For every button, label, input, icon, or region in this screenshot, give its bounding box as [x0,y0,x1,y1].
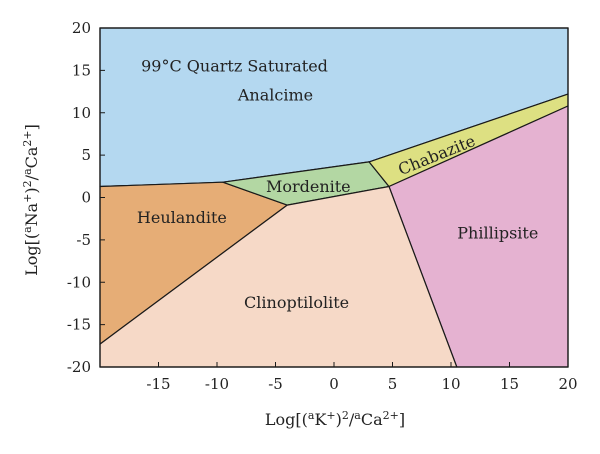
x-tick-label: -10 [205,375,229,393]
label-phillipsite: Phillipsite [457,223,538,242]
diagram-annotations: 99°C Quartz Saturated [141,57,328,76]
x-tick-label: -5 [268,375,283,393]
x-tick-label: -15 [146,375,170,393]
label-clinoptilolite: Clinoptilolite [244,293,349,312]
label-heulandite: Heulandite [137,208,227,227]
stability-fields [99,27,569,368]
x-tick-label: 10 [441,375,460,393]
y-tick-label: 20 [72,19,91,37]
y-tick-label: -20 [67,358,91,376]
y-tick-label: -15 [67,316,91,334]
x-tick-label: 20 [558,375,577,393]
y-axis-label: Log[(aNa+)2/aCa2+] [21,124,42,276]
y-tick-label: 10 [72,104,91,122]
x-axis-ticks: -15 -10 -5 0 5 10 15 20 [146,362,578,393]
annotation-0: 99°C Quartz Saturated [141,57,328,76]
x-axis-label: Log[(aK+)2/aCa2+] [265,409,405,430]
label-analcime: Analcime [237,85,313,104]
y-tick-label: 0 [81,189,91,207]
label-mordenite: Mordenite [266,177,351,196]
x-tick-label: 0 [329,375,339,393]
y-tick-label: 5 [81,146,91,164]
y-tick-label: -5 [76,231,91,249]
x-tick-label: 15 [500,375,519,393]
x-tick-label: 5 [388,375,398,393]
y-tick-label: 15 [72,61,91,79]
y-axis-ticks: -20 -15 -10 -5 0 5 10 15 20 [67,19,105,376]
y-tick-label: -10 [67,273,91,291]
